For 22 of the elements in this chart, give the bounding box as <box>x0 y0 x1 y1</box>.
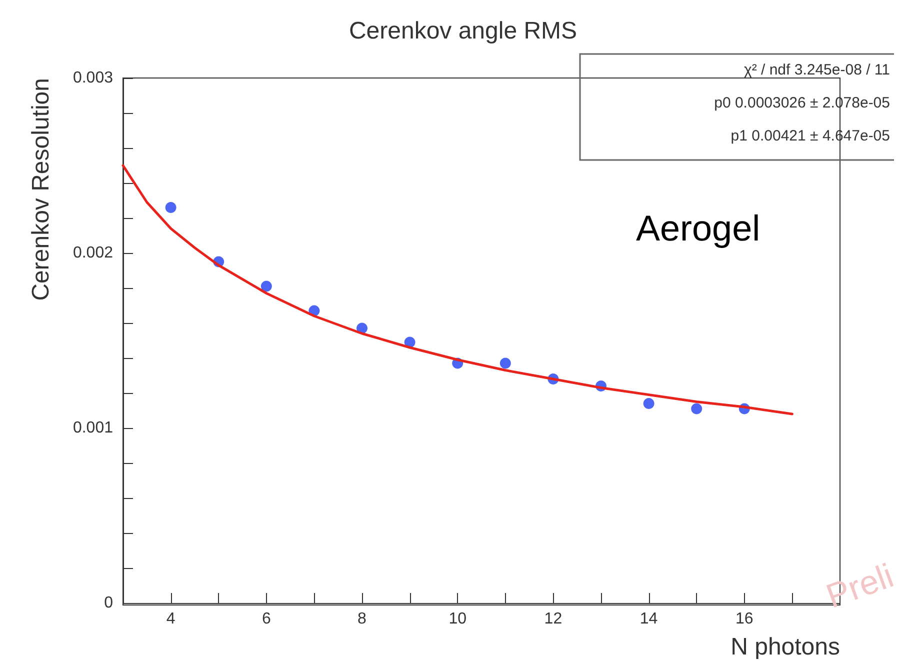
annotation: χ² / ndf 3.245e-08 / 11 <box>744 62 890 78</box>
y-tick-label: 0 <box>104 594 114 612</box>
x-tick-label: 6 <box>262 610 271 628</box>
point <box>643 398 654 409</box>
point <box>500 358 511 369</box>
point <box>165 202 176 213</box>
point <box>691 403 702 414</box>
y-tick-label: 0.003 <box>72 70 114 86</box>
x-tick-label: 14 <box>640 610 658 628</box>
line-series <box>122 164 794 416</box>
annotation: Aerogel <box>636 208 760 248</box>
chart-title: Cerenkov angle RMS <box>348 18 578 44</box>
x-tick-label: 16 <box>736 610 754 628</box>
x-tick-label: 4 <box>166 610 176 628</box>
y-axis-title: Cerenkov Resolution <box>28 78 54 301</box>
y-tick-label: 0.001 <box>72 420 114 436</box>
point <box>260 280 272 292</box>
x-tick-label: 10 <box>448 610 467 628</box>
x-tick-label: 12 <box>544 610 562 628</box>
annotation: Preli <box>822 556 898 616</box>
x-tick-label: 8 <box>358 610 367 628</box>
y-tick-label: 0.002 <box>72 244 114 262</box>
